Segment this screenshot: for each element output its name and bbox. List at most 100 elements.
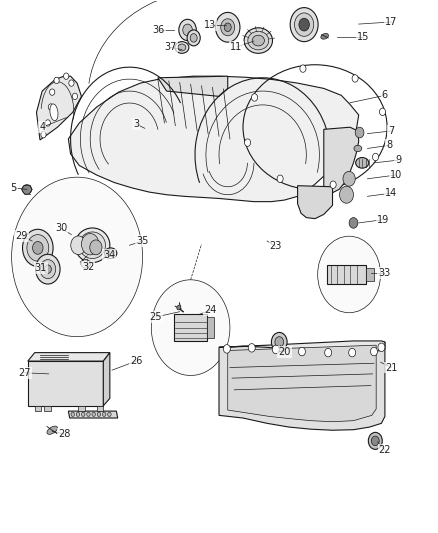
Circle shape [49, 89, 55, 95]
Polygon shape [228, 345, 376, 422]
Circle shape [368, 432, 382, 449]
Polygon shape [324, 127, 359, 193]
Text: 14: 14 [385, 188, 398, 198]
Circle shape [32, 241, 43, 254]
Circle shape [372, 154, 378, 161]
Circle shape [40, 260, 56, 279]
Circle shape [92, 412, 95, 416]
Polygon shape [97, 406, 103, 411]
Polygon shape [28, 353, 110, 361]
Ellipse shape [81, 260, 91, 268]
Circle shape [379, 108, 385, 116]
Circle shape [72, 93, 78, 100]
Polygon shape [68, 411, 118, 418]
Circle shape [224, 23, 231, 31]
Ellipse shape [75, 228, 110, 263]
Ellipse shape [50, 104, 58, 121]
Text: 17: 17 [385, 17, 398, 27]
Ellipse shape [177, 305, 181, 310]
Ellipse shape [356, 158, 369, 168]
Circle shape [355, 127, 364, 138]
Polygon shape [78, 406, 85, 411]
Ellipse shape [22, 184, 32, 194]
Text: 9: 9 [395, 155, 401, 165]
Circle shape [290, 7, 318, 42]
Circle shape [298, 348, 305, 356]
Circle shape [349, 349, 356, 357]
Circle shape [244, 139, 251, 147]
Text: 28: 28 [58, 429, 70, 439]
Text: 5: 5 [11, 183, 17, 193]
Circle shape [76, 412, 80, 416]
Circle shape [371, 348, 378, 356]
Text: 15: 15 [357, 32, 369, 42]
FancyBboxPatch shape [327, 265, 366, 284]
Text: 20: 20 [278, 346, 291, 357]
Text: 30: 30 [55, 223, 67, 233]
Polygon shape [297, 185, 332, 219]
Polygon shape [219, 341, 385, 353]
Text: 22: 22 [379, 445, 391, 455]
Circle shape [299, 18, 309, 31]
Text: 35: 35 [136, 236, 149, 246]
Circle shape [277, 175, 283, 182]
Circle shape [71, 412, 74, 416]
Ellipse shape [175, 42, 189, 53]
Ellipse shape [47, 426, 57, 434]
Text: 36: 36 [152, 25, 165, 35]
Text: 21: 21 [385, 362, 398, 373]
Circle shape [343, 171, 355, 186]
Text: 31: 31 [35, 263, 47, 272]
Ellipse shape [79, 232, 106, 259]
Text: 27: 27 [18, 368, 31, 378]
Text: 6: 6 [382, 90, 388, 100]
Circle shape [97, 412, 101, 416]
Ellipse shape [71, 236, 86, 255]
Circle shape [179, 19, 196, 41]
Ellipse shape [244, 28, 272, 53]
Text: 26: 26 [130, 356, 142, 366]
Text: 3: 3 [133, 119, 139, 129]
Polygon shape [219, 342, 385, 430]
Circle shape [44, 265, 51, 273]
Circle shape [275, 337, 284, 348]
Ellipse shape [321, 34, 328, 39]
Circle shape [272, 345, 279, 354]
Ellipse shape [105, 248, 117, 259]
Text: 8: 8 [386, 140, 392, 150]
Text: 7: 7 [389, 126, 395, 136]
Text: 29: 29 [15, 231, 28, 241]
Text: 19: 19 [377, 215, 389, 225]
Polygon shape [44, 406, 51, 411]
Circle shape [371, 436, 379, 446]
Text: 4: 4 [39, 122, 45, 132]
Text: 25: 25 [149, 312, 162, 322]
Circle shape [54, 77, 59, 84]
FancyBboxPatch shape [366, 268, 374, 281]
Ellipse shape [178, 44, 186, 51]
Polygon shape [68, 76, 359, 201]
Polygon shape [36, 76, 81, 140]
Text: 13: 13 [204, 20, 216, 30]
Circle shape [190, 34, 197, 42]
Circle shape [248, 344, 255, 352]
Circle shape [41, 132, 46, 138]
Circle shape [330, 181, 336, 189]
Circle shape [187, 30, 200, 46]
Circle shape [81, 233, 99, 255]
Circle shape [35, 254, 60, 284]
Text: 24: 24 [204, 305, 216, 315]
Circle shape [12, 177, 143, 337]
Circle shape [215, 12, 240, 42]
Circle shape [183, 24, 192, 36]
Ellipse shape [252, 35, 265, 46]
Text: 33: 33 [378, 268, 390, 278]
Circle shape [81, 412, 85, 416]
Circle shape [27, 235, 49, 261]
Circle shape [272, 333, 287, 352]
Circle shape [349, 217, 358, 228]
Circle shape [339, 186, 353, 203]
FancyBboxPatch shape [207, 317, 214, 338]
Circle shape [22, 229, 53, 266]
Polygon shape [35, 406, 41, 411]
